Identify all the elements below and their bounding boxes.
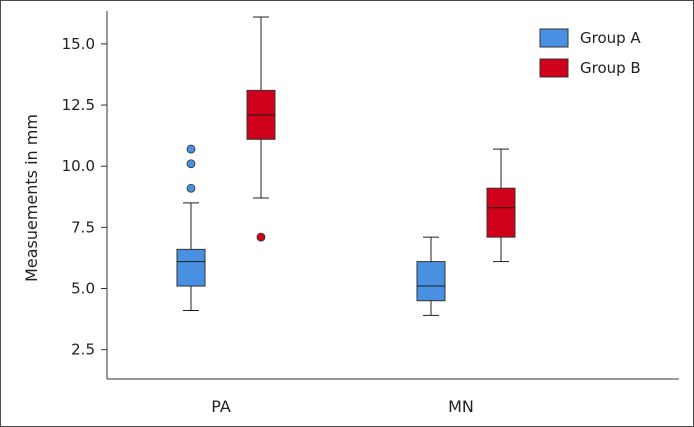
legend-swatch — [539, 58, 569, 78]
y-tick-label: 10.0 — [62, 157, 95, 175]
outlier-point — [186, 159, 196, 169]
box-group-b-pa — [246, 16, 276, 242]
y-axis-ticks: 2.5 5.0 7.5 10.0 12.5 15.0 — [62, 35, 107, 359]
outlier-point — [256, 232, 266, 242]
legend-swatch — [539, 28, 569, 48]
y-tick-label: 2.5 — [71, 341, 95, 359]
y-tick-label: 5.0 — [71, 280, 95, 298]
y-tick-label: 7.5 — [71, 218, 95, 236]
x-category-label-mn: MN — [448, 397, 474, 416]
legend-label: Group B — [580, 59, 641, 77]
legend-label: Group A — [580, 29, 641, 47]
iqr-box — [176, 248, 206, 287]
box-series — [176, 16, 516, 316]
x-axis-category-labels: PA MN — [211, 397, 474, 416]
y-tick-label: 15.0 — [62, 35, 95, 53]
x-category-label-pa: PA — [211, 397, 231, 416]
axes — [106, 11, 679, 380]
legend-item-group-a[interactable]: Group A — [539, 28, 641, 48]
box-group-a-mn — [416, 236, 446, 316]
outlier-point — [186, 183, 196, 193]
legend-item-group-b[interactable]: Group B — [539, 58, 641, 78]
y-tick-label: 12.5 — [62, 96, 95, 114]
y-axis-title: Measuements in mm — [22, 114, 41, 282]
legend[interactable]: Group A Group B — [539, 28, 641, 78]
outlier-point — [186, 144, 196, 154]
box-group-a-pa — [176, 144, 206, 312]
iqr-box — [486, 187, 516, 238]
box-group-b-mn — [486, 148, 516, 263]
iqr-box — [416, 261, 446, 302]
